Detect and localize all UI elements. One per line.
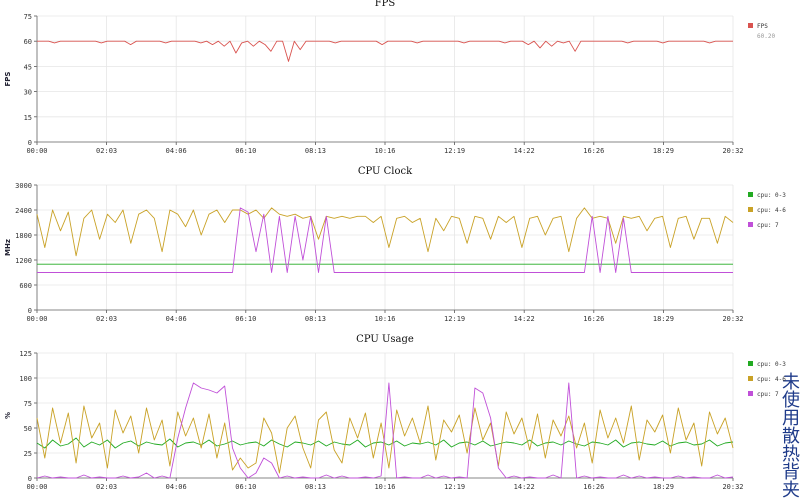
- y-tick-label: 2400: [15, 207, 32, 215]
- legend-label: cpu: 0-3: [757, 361, 786, 368]
- chart-title: CPU Usage: [356, 334, 414, 345]
- y-tick-label: 25: [24, 450, 32, 458]
- chart-0: FPS 0 15 30 45 60 75 00:00 02:03 04:06 06:10 08:13 1…: [4, 0, 775, 155]
- y-axis-label: %: [4, 412, 12, 419]
- legend-swatch: [748, 23, 753, 28]
- y-tick-label: 1200: [15, 257, 32, 265]
- legend-swatch: [748, 361, 753, 366]
- legend-label: cpu: 4-6: [757, 376, 786, 383]
- y-tick-label: 0: [28, 307, 32, 315]
- y-tick-label: 600: [19, 282, 32, 290]
- legend-label: FPS: [757, 23, 768, 30]
- x-tick-label: 08:13: [305, 147, 326, 155]
- legend-label: cpu: 7: [757, 391, 779, 398]
- y-tick-label: 50: [24, 425, 32, 433]
- y-tick-label: 75: [24, 13, 32, 21]
- x-tick-label: 12:19: [444, 147, 465, 155]
- x-tick-label: 20:32: [722, 483, 743, 491]
- x-tick-label: 12:19: [444, 483, 465, 491]
- legend-label: cpu: 0-3: [757, 192, 786, 199]
- legend-swatch: [748, 391, 753, 396]
- x-tick-label: 16:26: [583, 315, 604, 323]
- y-tick-label: 1800: [15, 232, 32, 240]
- x-tick-label: 10:16: [374, 315, 395, 323]
- legend-label: cpu: 7: [757, 222, 779, 229]
- y-tick-label: 75: [24, 400, 32, 408]
- y-tick-label: 0: [28, 475, 32, 483]
- series-line-2: [37, 207, 733, 273]
- x-tick-label: 08:13: [305, 483, 326, 491]
- x-tick-label: 12:19: [444, 315, 465, 323]
- x-tick-label: 02:03: [96, 147, 117, 155]
- x-tick-label: 16:26: [583, 147, 604, 155]
- chart-2: CPU Usage 0 25 50 75 100 125 00:00 02:03 04:06 06:…: [4, 334, 786, 491]
- y-axis-label: MHz: [4, 239, 12, 256]
- y-tick-label: 30: [24, 89, 32, 97]
- x-tick-label: 18:29: [653, 483, 674, 491]
- y-axis-label: FPS: [4, 72, 12, 87]
- x-tick-label: 04:06: [166, 315, 187, 323]
- y-tick-label: 3000: [15, 182, 32, 190]
- x-tick-label: 16:26: [583, 483, 604, 491]
- legend-swatch: [748, 222, 753, 227]
- series-line-1: [36, 207, 734, 257]
- legend-swatch: [748, 376, 753, 381]
- x-tick-label: 00:00: [26, 147, 47, 155]
- x-tick-label: 10:16: [374, 147, 395, 155]
- series-line-1: [36, 405, 734, 474]
- y-tick-label: 125: [19, 350, 32, 358]
- x-tick-label: 20:32: [722, 315, 743, 323]
- x-tick-label: 20:32: [722, 147, 743, 155]
- y-tick-label: 100: [19, 375, 32, 383]
- x-tick-label: 18:29: [653, 315, 674, 323]
- y-tick-label: 45: [24, 63, 32, 71]
- side-annotation: 未使用散热背夹: [779, 372, 800, 498]
- series-line-0: [37, 40, 733, 62]
- x-tick-label: 18:29: [653, 147, 674, 155]
- x-tick-label: 02:03: [96, 483, 117, 491]
- x-tick-label: 06:10: [235, 147, 256, 155]
- legend-swatch: [748, 192, 753, 197]
- legend-avg-value: 60.20: [757, 33, 775, 40]
- x-tick-label: 00:00: [26, 483, 47, 491]
- x-tick-label: 08:13: [305, 315, 326, 323]
- x-tick-label: 14:22: [514, 483, 535, 491]
- chart-1: CPU Clock 0 600 1200 1800 2400 3000 00:00 02:03 0…: [4, 166, 786, 323]
- legend-label: cpu: 4-6: [757, 207, 786, 214]
- x-tick-label: 06:10: [235, 483, 256, 491]
- chart-title: CPU Clock: [358, 166, 413, 177]
- x-tick-label: 00:00: [26, 315, 47, 323]
- x-tick-label: 04:06: [166, 147, 187, 155]
- y-tick-label: 60: [24, 38, 32, 46]
- x-tick-label: 02:03: [96, 315, 117, 323]
- x-tick-label: 14:22: [514, 147, 535, 155]
- legend-swatch: [748, 207, 753, 212]
- x-tick-label: 04:06: [166, 483, 187, 491]
- x-tick-label: 14:22: [514, 315, 535, 323]
- y-tick-label: 0: [28, 139, 32, 147]
- y-tick-label: 15: [24, 114, 32, 122]
- x-tick-label: 06:10: [235, 315, 256, 323]
- x-tick-label: 10:16: [374, 483, 395, 491]
- series-line-2: [36, 382, 734, 479]
- chart-title: FPS: [375, 0, 396, 9]
